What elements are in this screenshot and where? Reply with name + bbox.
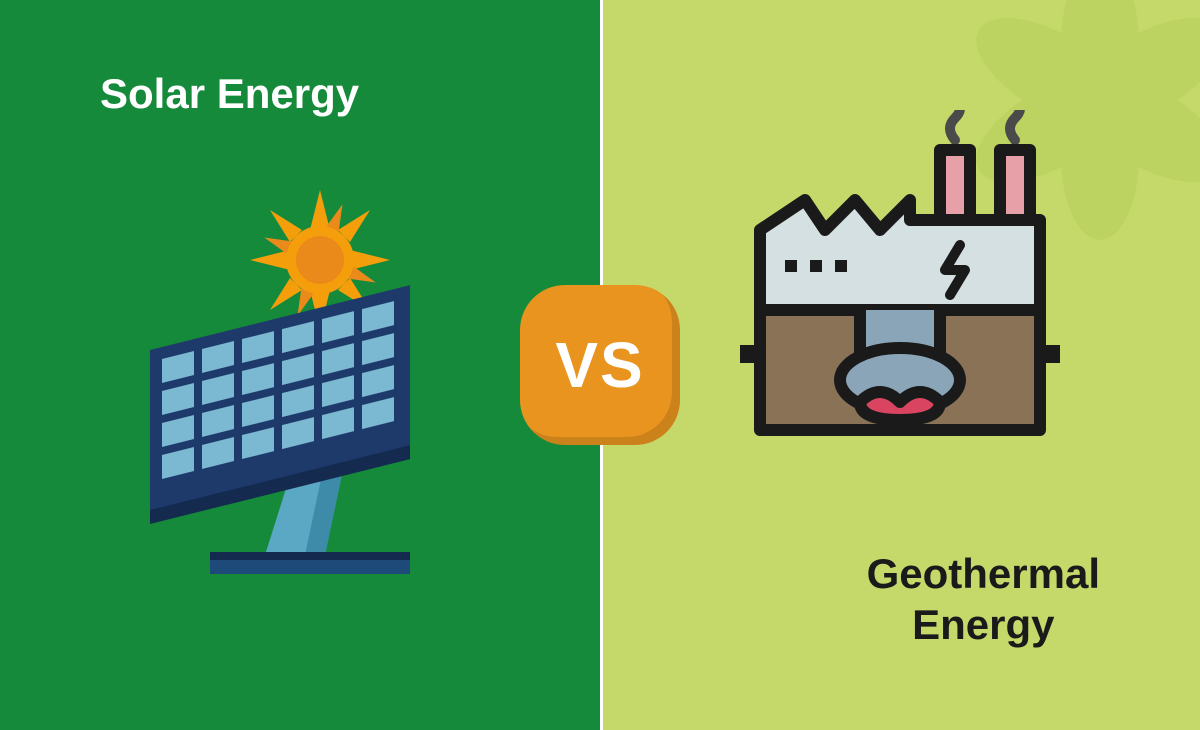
left-panel: Solar Energy xyxy=(0,0,600,730)
vs-badge: VS xyxy=(520,285,680,445)
geothermal-plant-icon xyxy=(730,110,1070,475)
right-title: GeothermalEnergy xyxy=(867,549,1100,650)
vs-text: VS xyxy=(555,328,644,402)
right-panel: GeothermalEnergy xyxy=(600,0,1200,730)
comparison-container: Solar Energy xyxy=(0,0,1200,730)
left-title: Solar Energy xyxy=(100,70,359,118)
solar-panel-icon xyxy=(130,190,470,595)
